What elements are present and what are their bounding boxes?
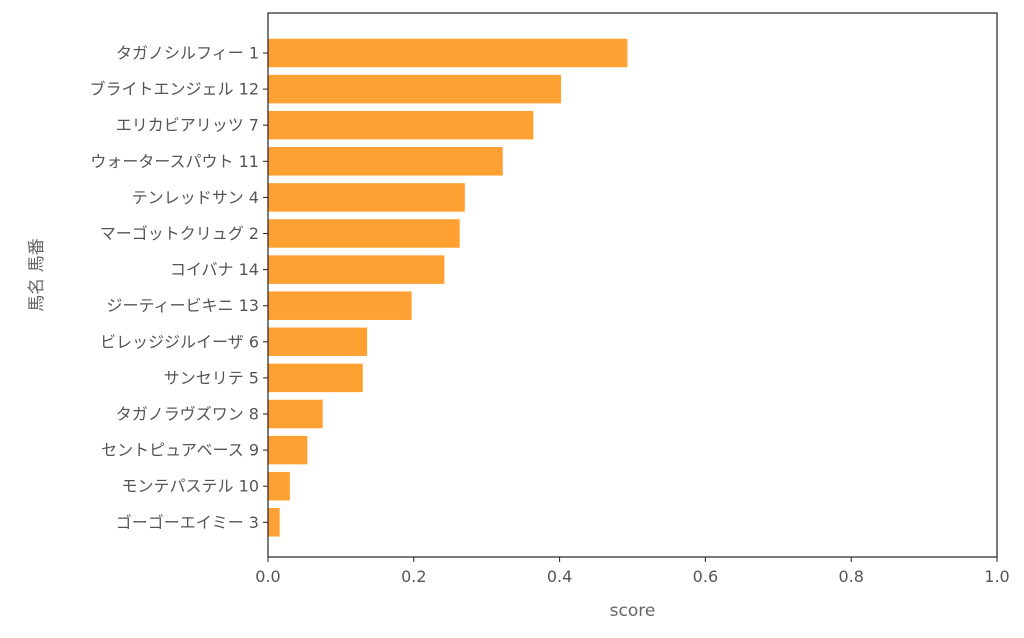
y-tick-label: サンセリテ 5 <box>164 368 259 387</box>
y-tick-label: モンテパステル 10 <box>122 477 259 496</box>
bar <box>268 327 368 357</box>
y-tick-labels: タガノシルフィー 1 ブライトエンジェル 12 エリカビアリッツ 7 ウォータースパウ… <box>90 44 268 532</box>
x-axis-label: score <box>610 601 656 621</box>
bar <box>268 363 363 393</box>
bar <box>268 38 628 68</box>
y-tick-label: ブライトエンジェル 12 <box>90 80 259 99</box>
bar <box>268 110 534 140</box>
plot-frame <box>267 12 998 558</box>
x-tick-label: 1.0 <box>984 567 1009 586</box>
bar <box>268 183 465 212</box>
y-tick-label: テンレッドサン 4 <box>132 188 259 207</box>
x-tick-label: 0.6 <box>693 567 718 586</box>
x-tick-label: 0.8 <box>838 567 863 586</box>
y-tick-label: エリカビアリッツ 7 <box>116 116 259 135</box>
bar <box>268 508 280 537</box>
bar <box>268 471 290 501</box>
bar <box>268 435 308 465</box>
y-tick-label: ジーティービキニ 13 <box>107 296 260 315</box>
y-tick-label: タガノラヴズワン 8 <box>116 405 259 424</box>
bar <box>268 291 412 320</box>
bar <box>268 147 503 176</box>
bars-group <box>268 38 628 537</box>
x-tick-label: 0.2 <box>401 567 426 586</box>
y-tick-label: セントピュアベース 9 <box>101 441 259 460</box>
y-tick-label: タガノシルフィー 1 <box>116 44 259 63</box>
y-tick-label: ウォータースパウト 11 <box>90 152 259 171</box>
bar <box>268 219 460 248</box>
bar <box>268 399 323 429</box>
y-tick-label: コイバナ 14 <box>170 260 259 279</box>
y-tick-label: マーゴットクリュグ 2 <box>100 224 259 243</box>
x-tick-label: 0.4 <box>547 567 572 586</box>
x-ticks: 0.0 0.2 0.4 0.6 0.8 1.0 <box>255 557 1010 586</box>
y-tick-label: ゴーゴーエイミー 3 <box>116 513 259 532</box>
y-tick-label: ビレッジジルイーザ 6 <box>100 332 259 351</box>
y-axis-label: 馬名 馬番 <box>27 238 47 311</box>
x-tick-label: 0.0 <box>255 567 280 586</box>
bar <box>268 74 562 104</box>
bar <box>268 255 445 284</box>
